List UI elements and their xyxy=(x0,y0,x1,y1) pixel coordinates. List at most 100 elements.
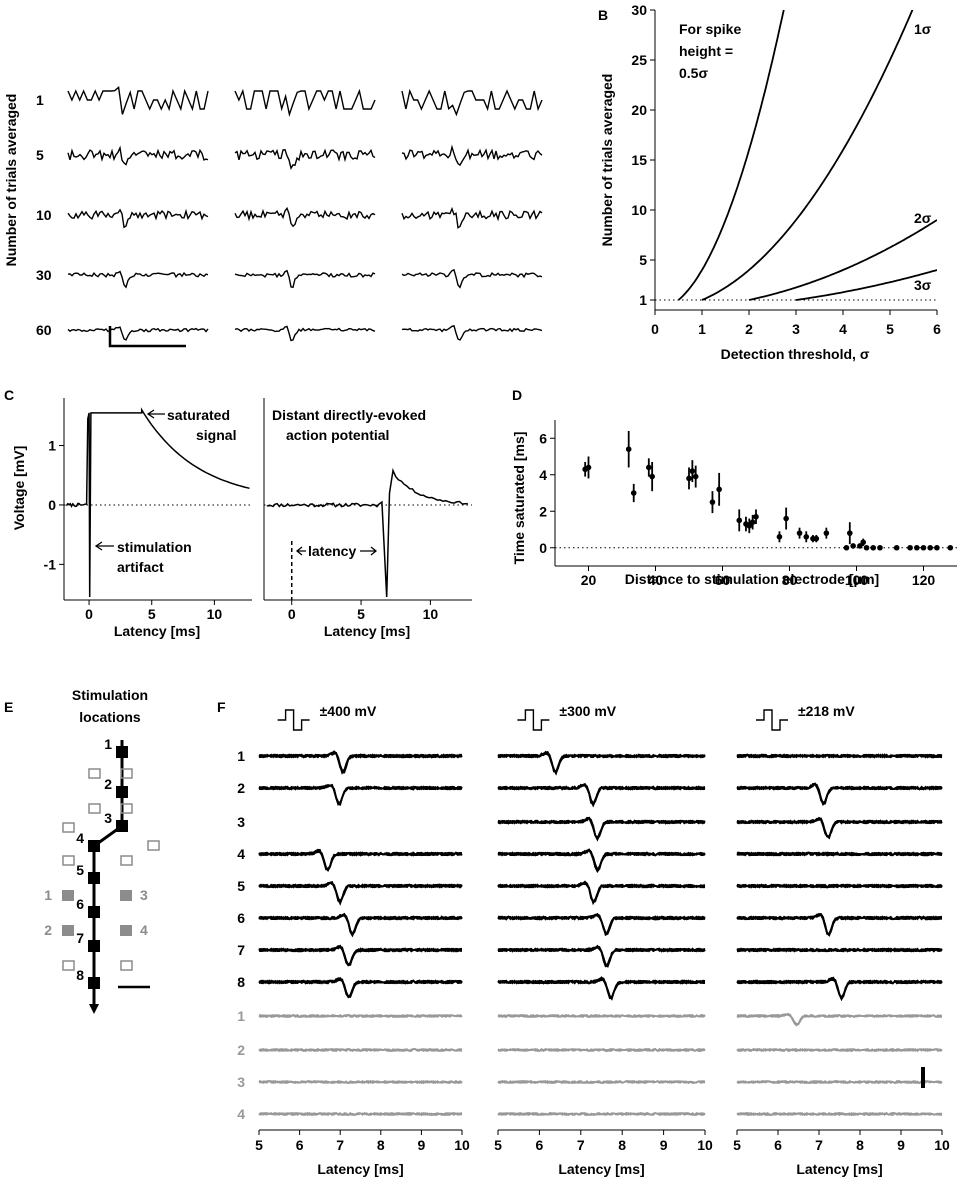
annotation-saturated: saturated xyxy=(167,407,230,423)
stimulation-electrode-label: 6 xyxy=(76,896,84,912)
panel-a-row-label: 30 xyxy=(36,267,52,283)
trace-black xyxy=(736,976,943,1002)
annotation-latency: latency xyxy=(308,543,356,559)
electrode-empty xyxy=(62,855,75,866)
trace-black xyxy=(736,817,943,839)
electrode-empty xyxy=(62,960,75,971)
trace-gray xyxy=(497,1047,706,1052)
panel-b-ytick-label: 25 xyxy=(631,52,647,68)
panel-f-xtick-label: 7 xyxy=(815,1137,823,1153)
data-point xyxy=(843,544,850,551)
stimulation-electrode xyxy=(116,746,128,758)
trace-black xyxy=(497,976,706,1000)
panel-f-xtick-label: 5 xyxy=(255,1137,263,1153)
annotation-stimulation: stimulation xyxy=(117,539,192,555)
trace-a xyxy=(234,148,376,171)
stimulus-waveform-icon xyxy=(277,709,310,731)
data-point xyxy=(870,544,877,551)
recording-electrode xyxy=(62,890,74,901)
stimulation-electrode-label: 1 xyxy=(104,736,112,752)
trace-a xyxy=(401,144,543,167)
panel-f-xtick-label: 6 xyxy=(774,1137,782,1153)
panel-b-xtick-label: 3 xyxy=(792,321,800,337)
panel-f-xtick-label: 6 xyxy=(536,1137,544,1153)
trace-saturated xyxy=(65,407,250,598)
panel-b-xtick-label: 6 xyxy=(933,321,941,337)
trace-gray xyxy=(258,1013,463,1019)
panel-b-xtick-label: 1 xyxy=(698,321,706,337)
panel-d-xtick-label: 100 xyxy=(845,572,869,588)
panel-b-label-2sigma: 2σ xyxy=(914,210,932,226)
panel-f-row-label: 1 xyxy=(237,748,245,764)
panel-f-row-label: 3 xyxy=(237,1074,245,1090)
panel-a-row-label: 10 xyxy=(36,207,52,223)
panel-b-label-3sigma: 3σ xyxy=(914,277,932,293)
trace-gray xyxy=(736,1079,943,1085)
annotation-signal: signal xyxy=(196,427,236,443)
electrode-empty xyxy=(147,840,160,851)
panel-f-row-label: 6 xyxy=(237,910,245,926)
panel-f-xlabel: Latency [ms] xyxy=(317,1161,403,1177)
panel-f-xtick-label: 6 xyxy=(296,1137,304,1153)
panel-e-title-line1: Stimulation xyxy=(72,687,148,703)
data-point xyxy=(649,473,655,480)
data-point xyxy=(847,530,853,536)
panel-f-column-label: ±300 mV xyxy=(559,703,616,719)
data-point xyxy=(893,544,900,551)
data-point xyxy=(907,544,913,551)
trace-a xyxy=(401,268,543,289)
panel-f-row-label: 8 xyxy=(237,974,245,990)
trace-a xyxy=(67,208,209,229)
panel-b: B Number of trials averaged Detection th… xyxy=(598,2,941,362)
trace-a xyxy=(67,270,209,289)
panel-d-letter: D xyxy=(512,387,522,403)
data-point xyxy=(803,534,810,540)
trace-gray xyxy=(258,1111,463,1117)
trace-a xyxy=(67,145,209,166)
recording-electrode xyxy=(62,925,74,936)
trace-a xyxy=(67,86,209,115)
data-point xyxy=(927,544,933,551)
panel-b-label-1sigma: 1σ xyxy=(914,21,932,37)
data-point xyxy=(857,543,863,549)
panel-f-xtick-label: 10 xyxy=(697,1137,713,1153)
panel-d-xtick-label: 60 xyxy=(715,572,731,588)
annotation-artifact: artifact xyxy=(117,559,164,575)
arrow-stimulation xyxy=(94,541,114,551)
trace-black xyxy=(497,848,706,871)
trace-black xyxy=(258,912,463,936)
trace-a xyxy=(67,326,209,341)
recording-electrode xyxy=(120,890,132,901)
panel-b-ylabel: Number of trials averaged xyxy=(599,74,615,247)
panel-f-xtick-label: 10 xyxy=(454,1137,470,1153)
trace-a xyxy=(401,324,543,341)
trace-a xyxy=(234,206,376,228)
stimulation-electrode-label: 4 xyxy=(76,830,84,846)
panel-a: Number of trials averaged 1 5 10 30 60 xyxy=(3,86,543,348)
trace-black xyxy=(736,783,943,804)
panel-b-letter: B xyxy=(598,7,608,23)
data-point xyxy=(709,499,716,505)
recording-electrode xyxy=(120,925,132,936)
trace-black xyxy=(497,912,706,935)
stimulation-electrode xyxy=(116,786,128,798)
stimulation-electrode xyxy=(116,820,128,832)
stimulation-electrode-label: 8 xyxy=(76,967,84,983)
stimulation-electrode-label: 2 xyxy=(104,776,112,792)
panel-c-letter: C xyxy=(4,387,14,403)
panel-e-letter: E xyxy=(4,699,13,715)
panel-f-row-label: 7 xyxy=(237,942,245,958)
panel-a-row-label: 1 xyxy=(36,92,44,108)
panel-b-ytick-label: 15 xyxy=(631,152,647,168)
data-point xyxy=(746,523,753,529)
panel-c-xtick-label: 0 xyxy=(288,606,296,622)
trace-black xyxy=(259,881,463,903)
panel-b-xtick-label: 4 xyxy=(839,321,847,337)
panel-d-ylabel: Time saturated [ms] xyxy=(511,432,527,565)
trace-black xyxy=(497,944,706,968)
trace-black xyxy=(497,816,706,839)
axon-arrowhead xyxy=(89,1004,99,1014)
trace-gray xyxy=(497,1079,706,1085)
panel-f-row-label: 2 xyxy=(237,1042,245,1058)
